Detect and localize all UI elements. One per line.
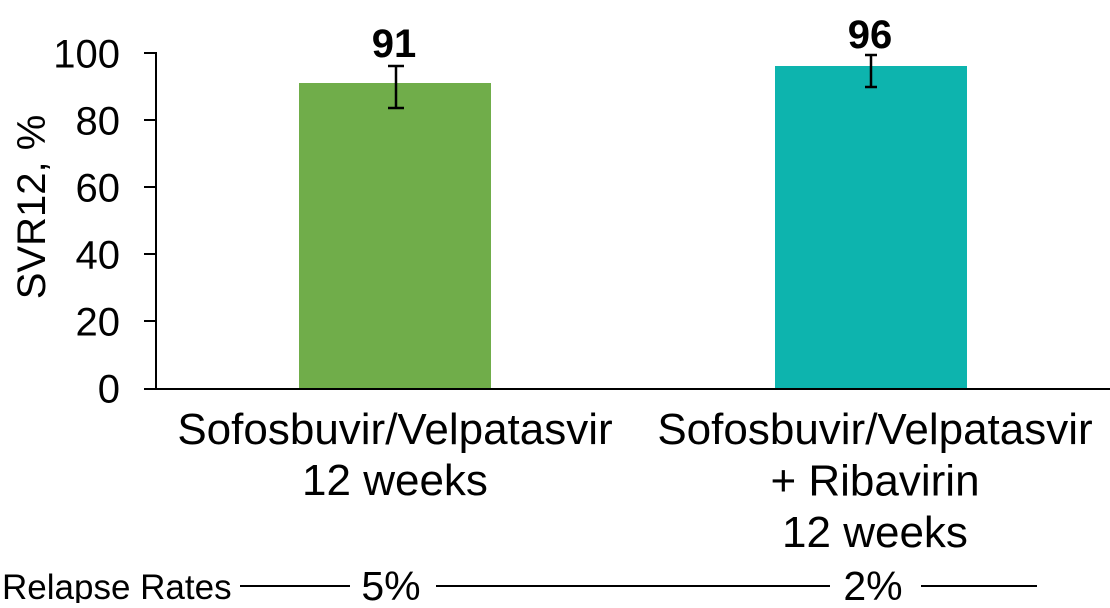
svg-text:Relapse Rates: Relapse Rates — [2, 568, 232, 603]
svg-text:91: 91 — [372, 22, 417, 66]
svg-text:2%: 2% — [843, 563, 902, 603]
svg-text:12 weeks: 12 weeks — [782, 508, 968, 557]
svg-text:+ Ribavirin: + Ribavirin — [770, 457, 979, 506]
svg-text:SVR12, %: SVR12, % — [10, 115, 54, 300]
svg-text:96: 96 — [848, 13, 893, 57]
svg-text:100: 100 — [53, 33, 120, 77]
svg-text:Sofosbuvir/Velpatasvir: Sofosbuvir/Velpatasvir — [657, 405, 1092, 454]
svg-text:80: 80 — [76, 100, 121, 144]
svg-text:20: 20 — [76, 301, 121, 345]
svg-text:0: 0 — [98, 368, 120, 412]
svg-text:Sofosbuvir/Velpatasvir: Sofosbuvir/Velpatasvir — [177, 405, 612, 454]
svg-text:60: 60 — [76, 167, 121, 211]
svg-text:5%: 5% — [361, 563, 420, 603]
svg-text:40: 40 — [76, 234, 121, 278]
svg-text:12 weeks: 12 weeks — [302, 456, 488, 505]
